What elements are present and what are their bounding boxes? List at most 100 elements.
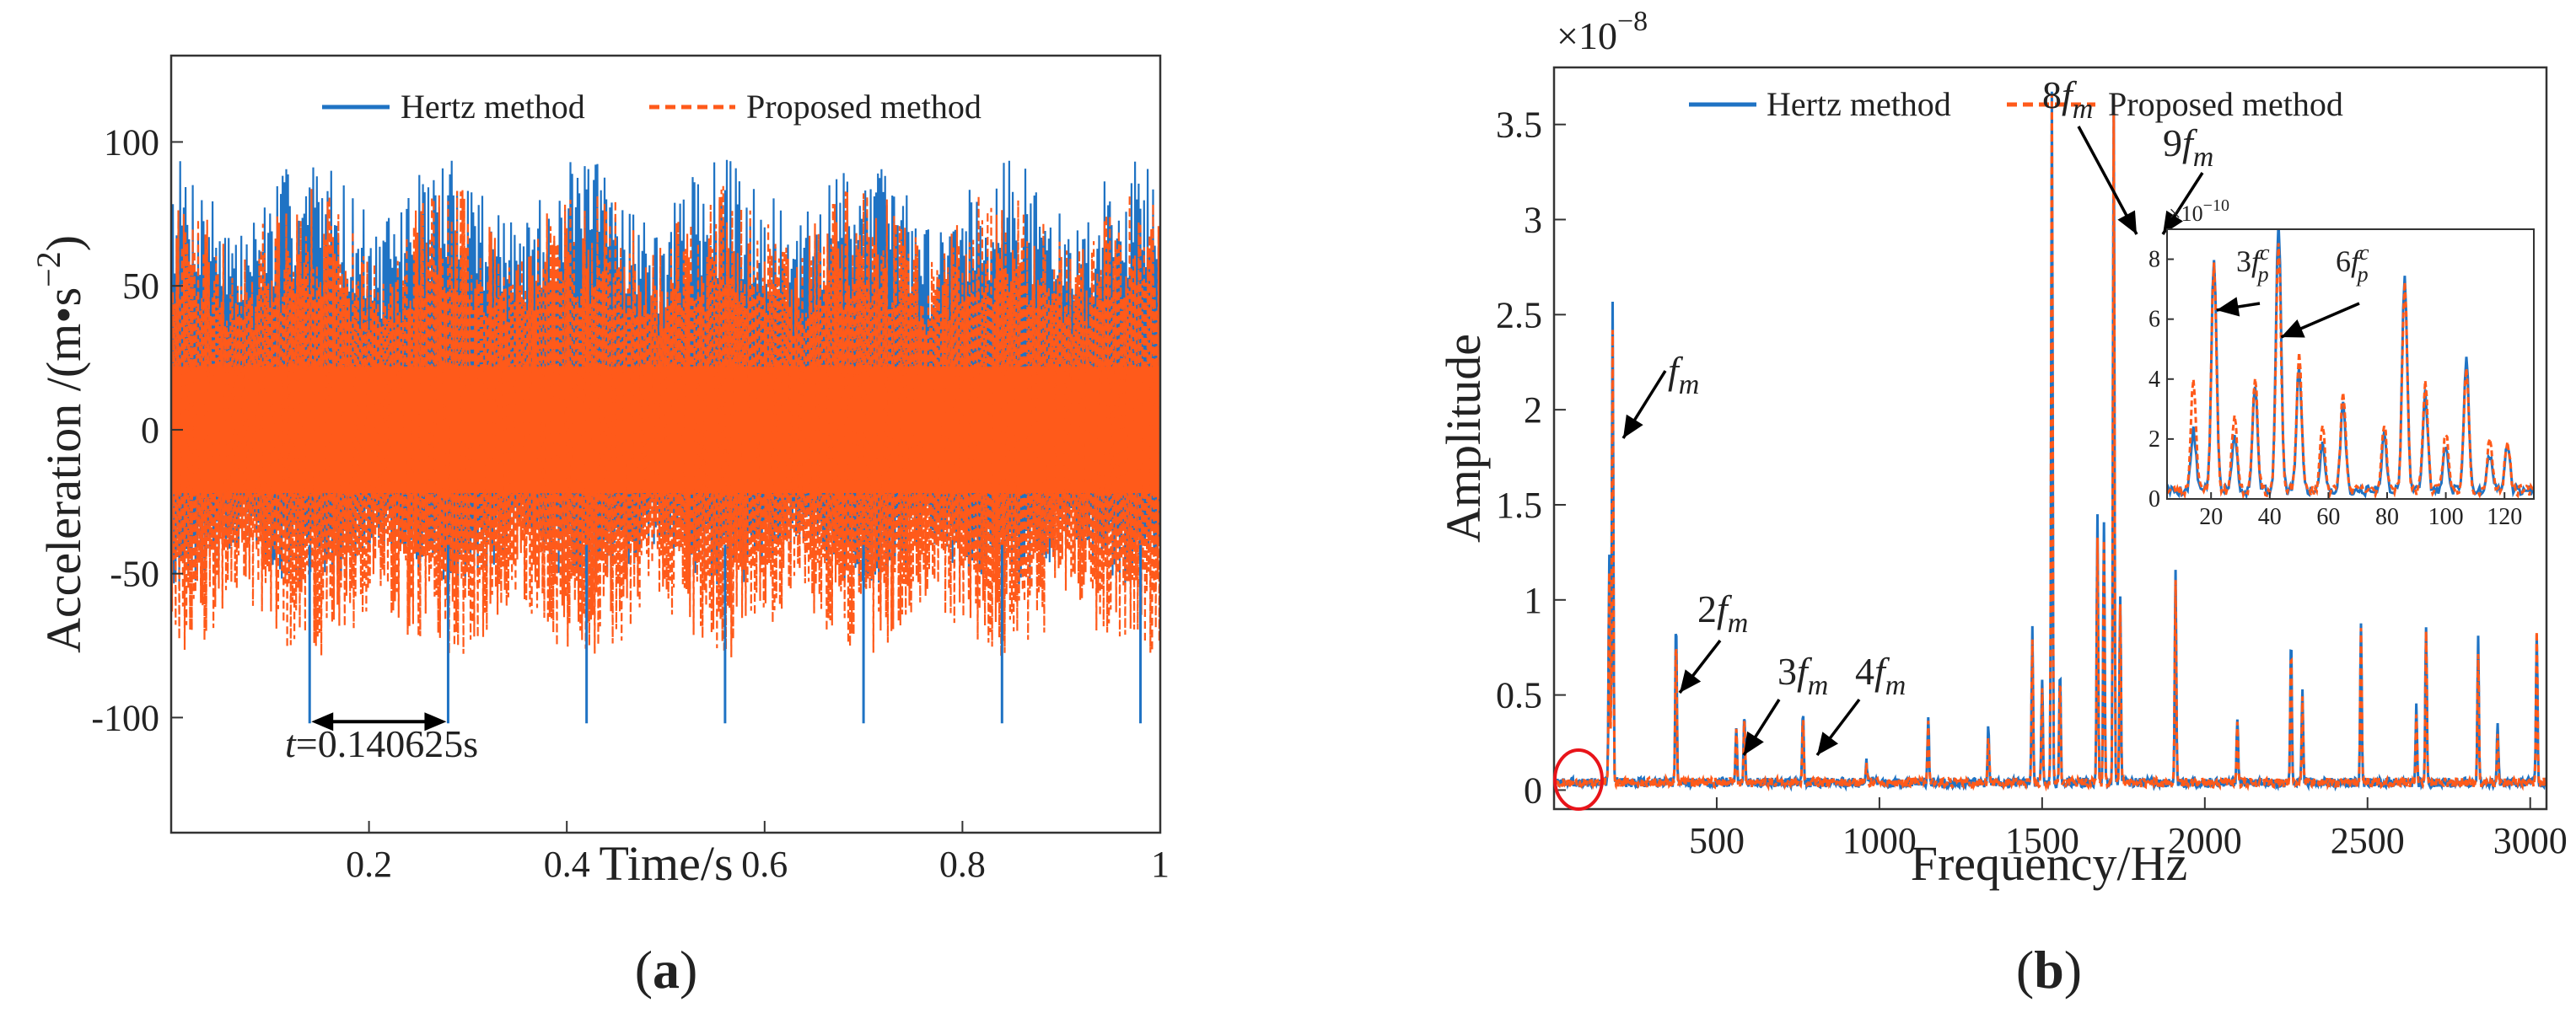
panel-a-close: ) <box>680 940 697 1000</box>
panel-a-open: ( <box>635 940 653 1000</box>
annotation-9fm-sub: m <box>2193 142 2214 173</box>
y-label-dot: • <box>36 306 91 323</box>
chart-b-xtick-label: 2500 <box>2331 820 2405 861</box>
annotation-9fm-coef: 9 <box>2163 121 2182 164</box>
series-proposed-line <box>171 185 1160 657</box>
inset-y-axis: 0 2 4 6 8 <box>2148 247 2174 512</box>
low-frequency-highlight-circle <box>1553 748 1604 811</box>
chart-b-frame <box>1552 66 2548 811</box>
chart-b-x-axis: 500 1000 1500 2000 2500 3000 <box>1689 797 2568 861</box>
panel-b-open: ( <box>2016 940 2034 1000</box>
chart-b-ytick-label: 2 <box>1524 389 1542 431</box>
chart-b-xtick-label: 1000 <box>1842 820 1917 861</box>
inset-ann-6-coef: 6 <box>2336 244 2351 278</box>
legend-proposed-label: Proposed method <box>746 88 981 126</box>
annotation-9fm: 9fm <box>2163 121 2213 173</box>
arrow-4fm-head <box>1817 732 1839 755</box>
annotation-2fm: 2fm <box>1697 587 1748 639</box>
annotation-8fm-sub: m <box>2073 94 2094 125</box>
legend-proposed-label: Proposed method <box>2108 85 2343 123</box>
inset-annotation-3fpc: 3fc p <box>2236 240 2270 287</box>
chart-a-xtick-label: 1 <box>1151 844 1170 885</box>
annotation-3fm: 3fm <box>1777 650 1828 701</box>
harmonic-annotations: fm 2fm 3fm 4fm 8fm 9fm <box>1668 73 2213 701</box>
inset-ytick-label: 2 <box>2148 426 2160 453</box>
chart-b-ytick-label: 3.5 <box>1496 105 1542 146</box>
chart-a-ytick-label: 0 <box>141 410 159 451</box>
inset-arrows <box>2216 297 2360 339</box>
inset-background <box>2167 229 2534 499</box>
arrow-2fm-head <box>1680 669 1702 693</box>
inset-ytick-label: 6 <box>2148 307 2160 333</box>
inset-ann-6-sup: c <box>2359 240 2369 265</box>
inset-frame <box>2166 228 2535 500</box>
chart-b-legend: Hertz method Proposed method <box>1689 85 2343 123</box>
panel-a-letter: a <box>653 940 680 1000</box>
annotation-fm-sub: m <box>1679 369 1700 400</box>
inset-arrow-3fpc-head <box>2216 297 2240 317</box>
arrow-9fm-head <box>2163 210 2183 234</box>
annotation-4fm-sub: m <box>1885 670 1906 701</box>
legend-hertz-label: Hertz method <box>401 88 585 126</box>
inset-xtick-label: 80 <box>2375 504 2399 530</box>
chart-b-xtick-label: 3000 <box>2493 820 2568 861</box>
chart-a-xtick-label: 0.6 <box>741 844 788 885</box>
annotation-2fm-sub: m <box>1728 608 1749 639</box>
chart-a-xtick-label: 0.4 <box>544 844 590 885</box>
chart-a-xtick-label: 0.8 <box>939 844 986 885</box>
chart-a-plot-area <box>171 159 1160 724</box>
inset-ann-3-coef: 3 <box>2236 244 2251 278</box>
period-value: =0.140625s <box>296 722 478 765</box>
series-proposed-spectrum <box>1554 94 2546 792</box>
scale-exponent: −8 <box>1617 6 1648 37</box>
chart-a-xtick-label: 0.2 <box>346 844 392 885</box>
chart-a-x-axis: 0.2 0.4 0.6 0.8 1 <box>346 821 1170 885</box>
inset-scale-exponent: −10 <box>2203 196 2229 215</box>
chart-b-xtick-label: 1500 <box>2005 820 2079 861</box>
period-symbol: t <box>285 722 297 765</box>
inset-arrow-6fpc-head <box>2281 319 2305 338</box>
period-annotation: t=0.140625s <box>285 712 478 765</box>
inset-ann-6-sub: p <box>2356 262 2369 287</box>
inset-ann-3-sup: c <box>2260 240 2270 265</box>
annotation-3fm-sub: m <box>1808 670 1829 701</box>
chart-b-x-label: Frequency/Hz <box>1911 836 2188 891</box>
chart-a-frame <box>169 54 1162 834</box>
legend-hertz-label: Hertz method <box>1767 85 1951 123</box>
annotation-4fm-coef: 4 <box>1855 650 1874 693</box>
annotation-3fm-coef: 3 <box>1777 650 1797 693</box>
inset-ytick-label: 4 <box>2148 367 2160 393</box>
chart-b-y-axis: 0 0.5 1 1.5 2 2.5 3 3.5 <box>1496 105 1566 811</box>
annotation-4fm: 4fm <box>1855 650 1906 701</box>
chart-b: 500 1000 1500 2000 2500 3000 00.511.522.533.5… <box>1436 6 2568 1000</box>
arrow-3fm-head <box>1744 731 1764 755</box>
inset-ytick-label: 0 <box>2148 486 2160 512</box>
y-label-prefix: Acceleration /(m <box>36 324 91 653</box>
annotation-fm: fm <box>1668 349 1699 400</box>
inset-ann-3-sub: p <box>2256 262 2269 287</box>
panel-b-letter: b <box>2034 940 2064 1000</box>
inset-scale-label: ×10−10 <box>2169 196 2229 226</box>
chart-b-ytick-label: 0 <box>1524 769 1542 811</box>
panel-label-a: (a) <box>635 940 698 1000</box>
inset-xtick-label: 120 <box>2487 504 2522 530</box>
chart-a-ytick-label: -100 <box>91 697 159 738</box>
chart-b-ytick-label: 2.5 <box>1496 294 1542 335</box>
chart-b-ytick-label: 1 <box>1524 580 1542 621</box>
inset-ytick-label: 8 <box>2148 247 2160 273</box>
inset-annotation-6fpc: 6fc p <box>2336 240 2369 287</box>
chart-b-xtick-label: 500 <box>1689 820 1745 861</box>
inset-chart: 20 40 60 80 100 120 0 2 4 6 8 ×10−10 3fc p 6fc p <box>2148 196 2535 530</box>
inset-xtick-label: 40 <box>2258 504 2282 530</box>
chart-a: 0.2 0.4 0.6 0.8 1 -100 -50 0 50 100 Hertz method… <box>30 54 1170 1000</box>
inset-xtick-label: 100 <box>2428 504 2464 530</box>
period-arrow-right-head <box>424 712 447 732</box>
scale-base: ×10 <box>1557 14 1617 57</box>
panel-label-b: (b) <box>2016 940 2082 1000</box>
inset-xtick-label: 60 <box>2316 504 2340 530</box>
annotation-8fm-coef: 8 <box>2042 73 2062 116</box>
chart-a-x-label: Time/s <box>599 836 733 891</box>
chart-a-ytick-label: 50 <box>122 265 159 307</box>
inset-plot-area <box>2167 229 2534 499</box>
